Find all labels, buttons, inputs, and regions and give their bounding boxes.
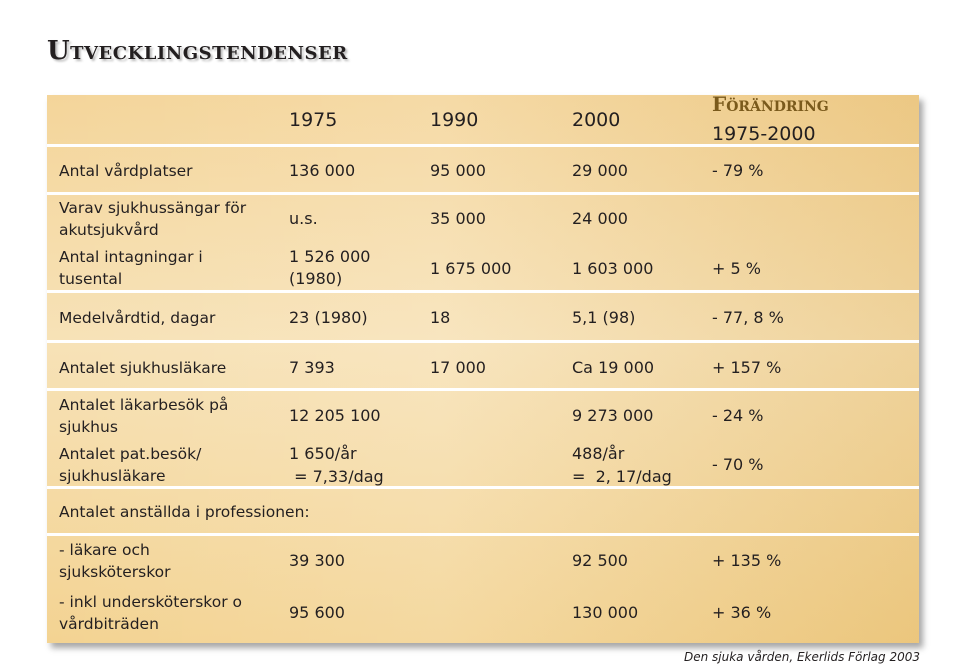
row-label-lakare: Antalet sjukhusläkare [59, 359, 227, 377]
row-label-patbesok-line1: Antalet pat.besök/ [59, 445, 202, 463]
row-divider [47, 144, 919, 147]
cell-sjukskoterskor-1975: 39 300 [289, 551, 345, 570]
row-divider [47, 192, 919, 195]
cell-lakare-1990: 17 000 [430, 358, 486, 377]
row-label-underskoterskor-line2: vårdbiträden [59, 615, 159, 633]
cell-lakarbesok-1975: 12 205 100 [289, 406, 381, 425]
cell-patbesok-2000-line2: = 2, 17/dag [572, 467, 672, 486]
cell-underskoterskor-change: + 36 % [712, 603, 772, 622]
row-label-patbesok-line2: sjukhusläkare [59, 467, 166, 485]
row-label-intagningar-line1: Antal intagningar i [59, 248, 203, 266]
cell-intagningar-2000: 1 603 000 [572, 259, 654, 278]
cell-medelvardtid-1975: 23 (1980) [289, 308, 368, 327]
source-credit: Den sjuka vården, Ekerlids Förlag 2003 [683, 650, 920, 664]
cell-intagningar-change: + 5 % [712, 259, 761, 278]
row-label-medelvardtid: Medelvårdtid, dagar [59, 309, 216, 327]
cell-sjukskoterskor-change: + 135 % [712, 551, 782, 570]
cell-vardplatser-1975: 136 000 [289, 161, 356, 180]
cell-underskoterskor-1975: 95 600 [289, 603, 345, 622]
cell-akut-2000: 24 000 [572, 209, 628, 228]
cell-medelvardtid-change: - 77, 8 % [712, 308, 784, 327]
cell-medelvardtid-2000: 5,1 (98) [572, 308, 636, 327]
cell-vardplatser-1990: 95 000 [430, 161, 486, 180]
statistics-table: 1975 1990 2000 Förändring 1975-2000 Anta… [47, 92, 919, 643]
cell-vardplatser-2000: 29 000 [572, 161, 628, 180]
cell-patbesok-1975-line1: 1 650/år [289, 444, 357, 463]
cell-sjukskoterskor-2000: 92 500 [572, 551, 628, 570]
row-divider [47, 340, 919, 343]
cell-akut-1975: u.s. [289, 209, 318, 228]
row-label-akut-line1: Varav sjukhussängar för [59, 199, 247, 217]
row-label-sjukskoterskor-line1: - läkare och [59, 541, 150, 559]
cell-lakare-change: + 157 % [712, 358, 782, 377]
row-label-lakarbesok-line1: Antalet läkarbesök på [59, 396, 229, 414]
header-change-title: Förändring [712, 92, 829, 116]
cell-akut-1990: 35 000 [430, 209, 486, 228]
cell-intagningar-1990: 1 675 000 [430, 259, 512, 278]
cell-intagningar-1975-line1: 1 526 000 [289, 247, 371, 266]
cell-vardplatser-change: - 79 % [712, 161, 764, 180]
row-label-intagningar-line2: tusental [59, 270, 123, 288]
row-label-lakarbesok-line2: sjukhus [59, 418, 118, 436]
row-label-sjukskoterskor-line2: sjuksköterskor [59, 563, 171, 581]
cell-lakarbesok-2000: 9 273 000 [572, 406, 654, 425]
row-label-vardplatser: Antal vårdplatser [59, 162, 193, 180]
page-title: Utvecklingstendenser [47, 36, 348, 66]
cell-patbesok-change: - 70 % [712, 455, 764, 474]
cell-patbesok-1975-line2: = 7,33/dag [289, 467, 384, 486]
cell-patbesok-2000-line1: 488/år [572, 444, 625, 463]
cell-lakare-1975: 7 393 [289, 358, 335, 377]
header-year-1990: 1990 [430, 109, 479, 131]
cell-intagningar-1975-line2: (1980) [289, 269, 343, 288]
row-label-anstallda: Antalet anställda i professionen: [59, 503, 310, 521]
row-divider [47, 290, 919, 293]
row-divider [47, 486, 919, 489]
header-year-1975: 1975 [289, 109, 338, 131]
cell-lakare-2000: Ca 19 000 [572, 358, 655, 377]
cell-underskoterskor-2000: 130 000 [572, 603, 639, 622]
cell-medelvardtid-1990: 18 [430, 308, 451, 327]
cell-lakarbesok-change: - 24 % [712, 406, 764, 425]
row-divider [47, 388, 919, 391]
header-year-2000: 2000 [572, 109, 621, 131]
header-change-range: 1975-2000 [712, 123, 816, 145]
row-label-akut-line2: akutsjukvård [59, 221, 159, 239]
row-divider [47, 533, 919, 536]
row-label-underskoterskor-line1: - inkl undersköterskor o [59, 593, 242, 611]
